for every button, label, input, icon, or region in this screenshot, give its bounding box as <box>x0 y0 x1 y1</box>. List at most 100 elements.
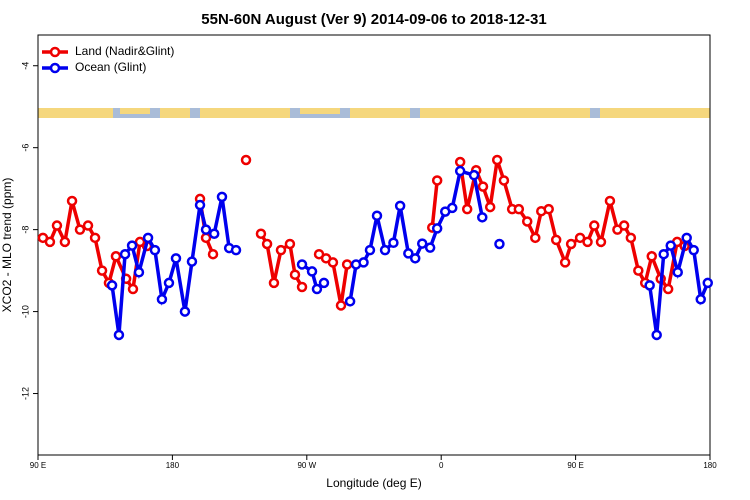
data-point <box>240 154 252 166</box>
data-point <box>318 277 330 289</box>
data-point <box>371 210 383 221</box>
data-point <box>74 224 86 235</box>
data-point <box>296 281 308 293</box>
data-point <box>110 251 122 262</box>
data-point <box>409 253 421 264</box>
x-tick-label: 90 E <box>30 461 46 470</box>
data-point <box>200 224 212 235</box>
data-point <box>651 329 662 341</box>
y-tick-label: -8 <box>20 226 30 234</box>
data-point <box>59 236 71 248</box>
legend-label: Ocean (Glint) <box>75 60 146 74</box>
data-point <box>126 240 138 251</box>
data-point <box>416 238 428 249</box>
data-point <box>633 265 644 276</box>
data-point <box>477 212 488 223</box>
x-tick-label: 90 W <box>297 461 316 470</box>
data-point <box>127 283 139 295</box>
data-point <box>44 236 56 248</box>
data-point <box>454 165 466 177</box>
data-point <box>646 251 658 262</box>
data-point <box>230 244 242 256</box>
data-point <box>284 238 296 250</box>
y-tick-label: -4 <box>20 62 30 70</box>
data-point <box>672 266 683 278</box>
data-point <box>665 240 676 251</box>
series-line <box>110 196 237 336</box>
data-point <box>133 266 145 278</box>
data-point <box>565 238 577 250</box>
data-point <box>702 277 714 289</box>
data-point <box>477 181 489 192</box>
data-point <box>589 220 600 231</box>
map-strip <box>38 108 710 118</box>
data-point <box>335 300 347 311</box>
x-tick-label: 90 E <box>567 461 583 470</box>
data-point <box>306 266 318 277</box>
data-point <box>113 329 125 341</box>
data-point <box>66 195 78 207</box>
data-point <box>82 220 94 231</box>
data-point <box>688 244 699 256</box>
y-tick-label: -10 <box>20 305 30 318</box>
data-point <box>530 232 541 244</box>
x-tick-label: 180 <box>703 461 717 470</box>
x-axis-label: Longitude (deg E) <box>326 476 421 490</box>
legend-marker <box>49 46 61 58</box>
data-point <box>484 201 496 213</box>
data-point <box>491 154 503 166</box>
data-point <box>662 283 674 295</box>
data-point <box>543 203 554 215</box>
data-point <box>498 175 510 186</box>
data-point <box>424 242 436 253</box>
data-point <box>559 257 571 268</box>
data-point <box>289 269 301 280</box>
data-point <box>194 199 206 211</box>
x-tick-label: 180 <box>166 461 180 470</box>
data-point <box>379 244 391 256</box>
data-point <box>358 257 369 268</box>
data-point <box>681 232 692 244</box>
data-point <box>403 248 414 259</box>
data-point <box>341 259 353 270</box>
data-point <box>296 259 308 270</box>
chart-title: 55N-60N August (Ver 9) 2014-09-06 to 201… <box>201 11 546 28</box>
data-point <box>208 228 220 239</box>
data-point <box>550 234 562 246</box>
data-point <box>200 232 212 244</box>
x-tick-label: 0 <box>439 461 444 470</box>
data-point <box>156 294 168 305</box>
data-point <box>447 202 458 214</box>
data-point <box>344 296 356 307</box>
data-point <box>461 203 473 215</box>
data-point <box>582 236 593 248</box>
data-point <box>142 232 154 244</box>
data-point <box>163 277 175 289</box>
legend-marker <box>49 62 61 74</box>
data-point <box>327 257 339 268</box>
data-point <box>119 248 131 260</box>
legend-label: Land (Nadir&Glint) <box>75 44 174 58</box>
y-axis-label: XCO2 - MLO trend (ppm) <box>0 178 14 313</box>
data-point <box>431 175 443 186</box>
series-line <box>647 233 710 336</box>
data-point <box>149 244 161 256</box>
data-point <box>89 232 101 244</box>
y-tick-label: -12 <box>20 387 30 400</box>
data-point <box>574 232 586 244</box>
series-line <box>458 159 686 294</box>
data-point <box>311 283 323 295</box>
data-point <box>658 248 669 260</box>
data-point <box>644 280 655 291</box>
data-point <box>216 191 228 203</box>
data-point <box>170 253 182 264</box>
data-point <box>255 228 267 239</box>
data-point <box>625 232 637 244</box>
data-point <box>207 248 219 260</box>
data-point <box>618 220 630 231</box>
data-point <box>179 306 191 317</box>
data-point <box>521 216 533 227</box>
data-point <box>595 236 607 248</box>
data-point <box>394 200 406 212</box>
